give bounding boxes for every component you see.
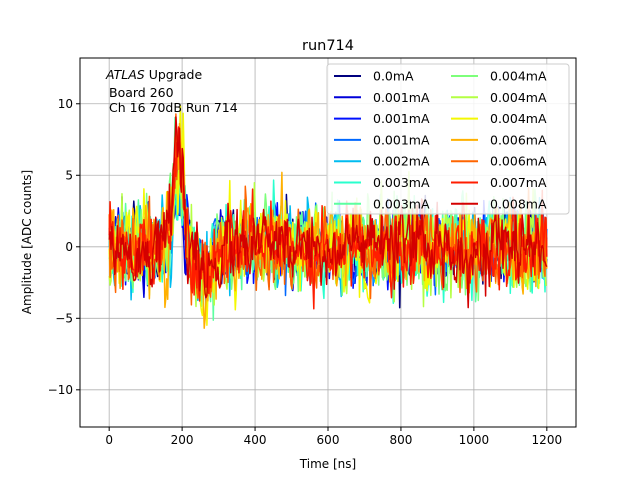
legend-label-10: 0.006mA bbox=[490, 132, 547, 147]
x-tick-label: 800 bbox=[389, 433, 412, 447]
y-tick-label: −5 bbox=[55, 311, 73, 325]
y-tick-label: 5 bbox=[65, 168, 73, 182]
legend-box bbox=[326, 63, 570, 215]
legend-label-2: 0.001mA bbox=[373, 111, 430, 126]
annotation-run: Ch 16 70dB Run 714 bbox=[109, 100, 238, 115]
x-tick-label: 600 bbox=[317, 433, 340, 447]
annotation-atlas: ATLAS bbox=[105, 67, 145, 82]
legend-label-4: 0.002mA bbox=[373, 154, 430, 169]
legend-label-11: 0.006mA bbox=[490, 154, 547, 169]
y-tick-label: 10 bbox=[58, 97, 73, 111]
ticks: 0 200 400 600 800 1000 1200 −10 −5 0 5 10 bbox=[48, 97, 562, 447]
x-tick-label: 200 bbox=[171, 433, 194, 447]
legend-label-13: 0.008mA bbox=[490, 196, 547, 211]
annotation-board: Board 260 bbox=[109, 85, 174, 100]
series-line-13 bbox=[108, 116, 548, 309]
legend-label-5: 0.003mA bbox=[373, 175, 430, 190]
legend-label-7: 0.004mA bbox=[490, 69, 547, 84]
legend-label-0: 0.0mA bbox=[373, 69, 414, 84]
annotation-upgrade: Upgrade bbox=[145, 67, 203, 82]
annotation: ATLAS Upgrade Board 260 Ch 16 70dB Run 7… bbox=[105, 67, 238, 115]
legend-label-6: 0.003mA bbox=[373, 196, 430, 211]
legend-label-12: 0.007mA bbox=[490, 175, 547, 190]
series-layer bbox=[108, 105, 548, 329]
svg-text:ATLAS Upgrade: ATLAS Upgrade bbox=[105, 67, 202, 82]
x-axis-label: Time [ns] bbox=[299, 457, 356, 471]
x-tick-label: 400 bbox=[244, 433, 267, 447]
x-tick-label: 1000 bbox=[459, 433, 490, 447]
y-tick-label: −10 bbox=[48, 383, 73, 397]
y-tick-label: 0 bbox=[65, 240, 73, 254]
legend-label-1: 0.001mA bbox=[373, 90, 430, 105]
legend: 0.0mA 0.001mA 0.001mA 0.001mA 0.002mA 0.003mA… bbox=[326, 63, 570, 215]
legend-label-8: 0.004mA bbox=[490, 90, 547, 105]
chart-title: run714 bbox=[302, 38, 354, 54]
legend-label-3: 0.001mA bbox=[373, 132, 430, 147]
legend-label-9: 0.004mA bbox=[490, 111, 547, 126]
x-tick-label: 0 bbox=[105, 433, 113, 447]
y-axis-label: Amplitude [ADC counts] bbox=[20, 170, 34, 314]
x-tick-label: 1200 bbox=[532, 433, 563, 447]
